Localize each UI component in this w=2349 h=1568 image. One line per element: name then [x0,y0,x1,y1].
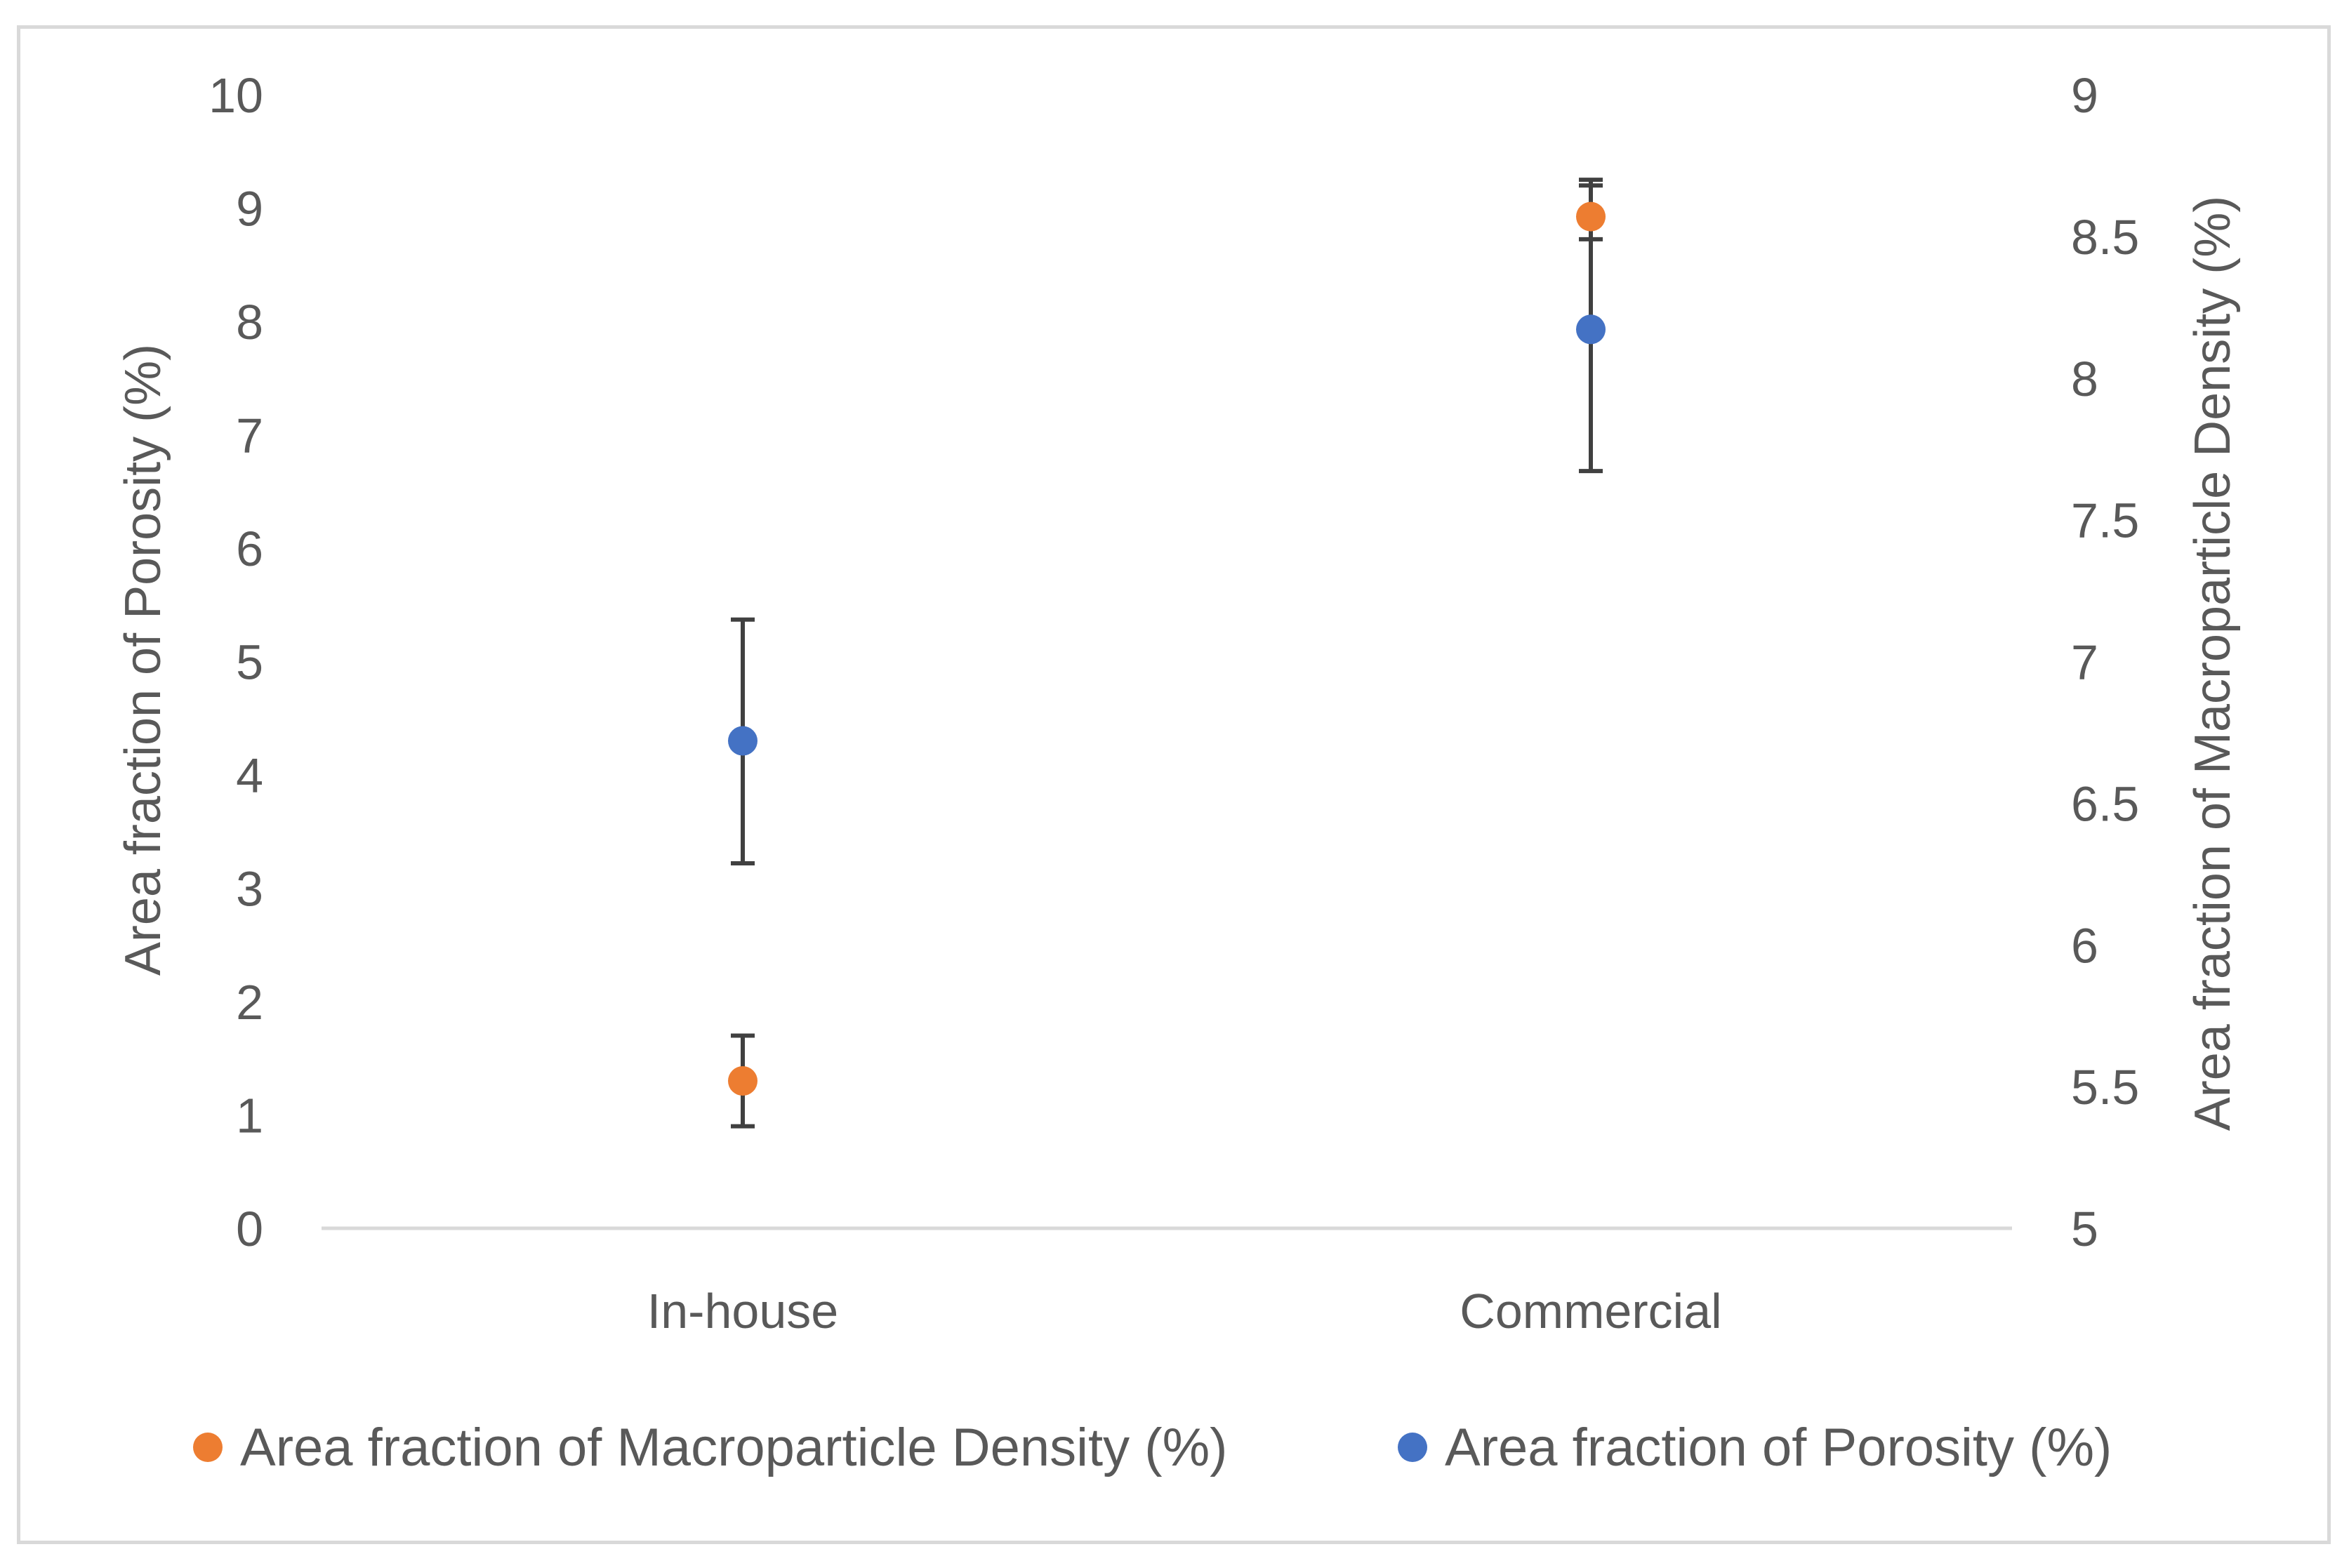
left-axis-ticks: 0 1 2 3 4 5 6 7 8 9 10 [209,68,263,1256]
left-tick-label: 8 [236,295,263,350]
legend-item-porosity: Area fraction of Porosity (%) [1398,1418,2112,1477]
data-point [1576,314,1606,345]
legend-label-porosity: Area fraction of Porosity (%) [1445,1418,2112,1477]
right-tick-label: 7 [2071,635,2098,690]
right-tick-label: 6 [2071,918,2098,973]
left-tick-label: 3 [236,862,263,917]
x-axis-ticks: In-house Commercial [647,1284,1722,1338]
data-point [1576,201,1606,232]
right-tick-label: 7.5 [2071,493,2139,548]
right-tick-label: 5.5 [2071,1060,2139,1115]
left-tick-label: 5 [236,635,263,690]
legend-marker-porosity [1398,1433,1427,1462]
x-tick-label: Commercial [1460,1284,1721,1338]
left-tick-label: 9 [236,182,263,237]
legend-item-macroparticle: Area fraction of Macroparticle Density (… [193,1418,1227,1477]
x-tick-label: In-house [647,1284,838,1338]
left-tick-label: 4 [236,748,263,803]
legend-marker-macroparticle [193,1433,223,1462]
left-axis-title: Area fraction of Porosity (%) [115,344,171,976]
left-tick-label: 1 [236,1089,263,1143]
left-tick-label: 6 [236,521,263,576]
left-tick-label: 2 [236,975,263,1030]
left-tick-label: 0 [236,1202,263,1256]
data-point [728,726,757,756]
right-tick-label: 9 [2071,68,2098,123]
right-tick-label: 8 [2071,352,2098,406]
legend: Area fraction of Macroparticle Density (… [193,1418,2112,1477]
left-tick-label: 10 [209,68,263,123]
left-tick-label: 7 [236,408,263,463]
right-tick-label: 8.5 [2071,210,2139,265]
right-tick-label: 5 [2071,1202,2098,1256]
chart-frame [17,25,2331,1544]
data-marks [728,178,1606,1129]
legend-label-macroparticle: Area fraction of Macroparticle Density (… [240,1418,1227,1477]
right-axis-ticks: 5 5.5 6 6.5 7 7.5 8 8.5 9 [2071,68,2139,1256]
right-tick-label: 6.5 [2071,776,2139,831]
right-axis-title: Area fraction of Macroparticle Density (… [2185,196,2241,1131]
data-point [728,1066,757,1096]
